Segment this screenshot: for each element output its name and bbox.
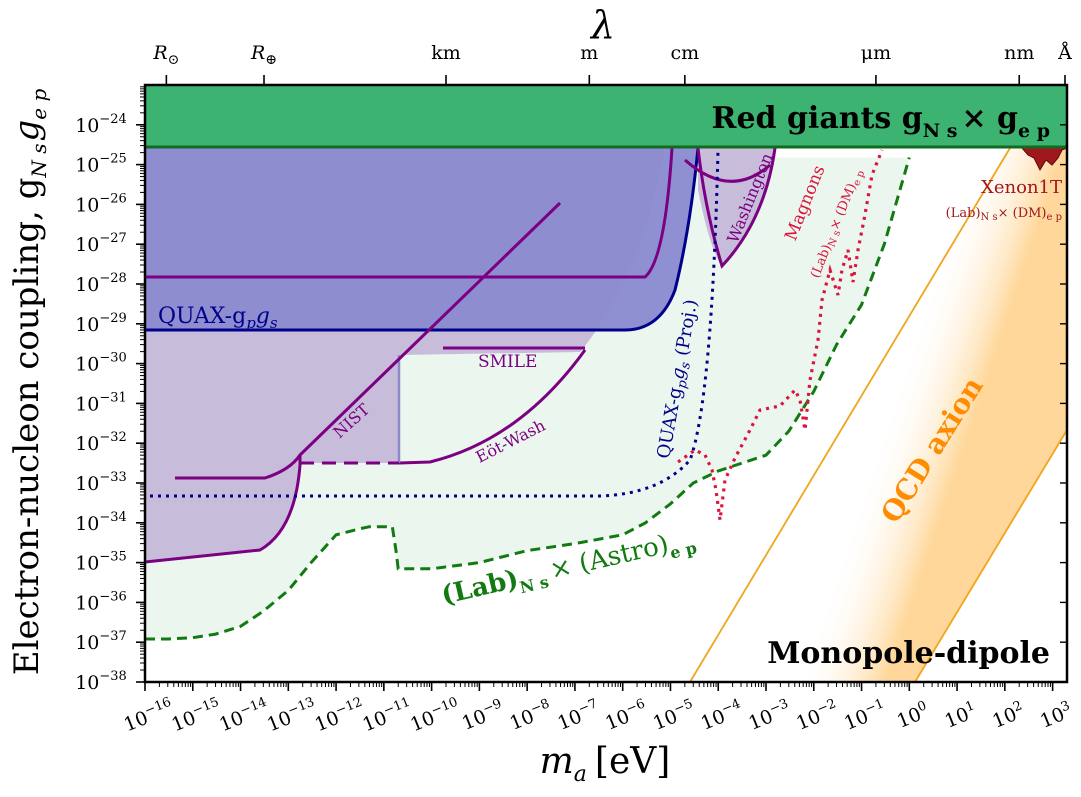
top-axis-title: λ [589, 3, 615, 47]
y-axis-title: Electron-nucleon coupling, gN sge p [7, 89, 51, 676]
xenon1t-sublabel: (Lab)N s× (DM)e p [946, 206, 1062, 223]
purple-horizontal [145, 147, 674, 279]
x-tick-label: 10−2 [793, 696, 842, 734]
x-tick-label: 100 [893, 698, 932, 732]
x-tick-label: 10−10 [407, 695, 464, 737]
y-tick-label: 10−31 [75, 390, 127, 415]
y-tick-label: 10−35 [75, 550, 127, 575]
x-tick-label: 10−4 [697, 696, 746, 734]
quax-region [145, 148, 698, 330]
plot-area [145, 85, 1067, 682]
qcd-axion-edge-left [689, 147, 1011, 682]
x-tick-label: 10−3 [745, 696, 794, 734]
top-tick-label: Å [1057, 42, 1072, 64]
smile-label: SMILE [478, 352, 537, 372]
xenon1t-label: Xenon1T [981, 177, 1062, 198]
low-mass-line [145, 455, 302, 564]
y-tick-label: 10−38 [75, 669, 127, 694]
quax-edge [145, 147, 700, 332]
x-tick-label: 101 [941, 698, 980, 732]
y-tick-label: 10−32 [75, 430, 127, 455]
y-tick-label: 10−29 [75, 311, 127, 336]
x-axis-title: ma [eV] [540, 741, 671, 787]
xenon1t-shape [1020, 147, 1067, 172]
quax-proj-line [150, 149, 720, 498]
y-tick-label: 10−27 [75, 231, 127, 256]
y-tick-label: 10−24 [75, 112, 127, 137]
red-giants-band [145, 85, 1067, 147]
y-tick-label: 10−34 [75, 510, 127, 535]
y-axis: 10−24 10−25 10−26 10−27 10−28 10−29 10−30 10−31… [75, 86, 1067, 694]
y-tick-label: 10−33 [75, 470, 127, 495]
top-tick-label: μm [861, 42, 891, 64]
washington-line [696, 147, 777, 269]
x-tick-label: 102 [989, 698, 1028, 732]
top-tick-label: cm [671, 42, 700, 64]
washington-inner [684, 158, 771, 183]
quax-label: QUAX-gpgs [158, 304, 278, 332]
top-tick-label: nm [1004, 42, 1034, 64]
y-tick-label: 10−36 [75, 589, 127, 614]
top-axis: R⊙ R⊕ km m cm μm nm Å [152, 42, 1072, 85]
x-tick-label: 10−6 [601, 696, 650, 734]
qcd-axion-band [690, 148, 1067, 682]
y-tick-label: 10−30 [75, 351, 127, 376]
qcd-axion-edge-right [914, 429, 1067, 682]
top-tick-label: m [580, 42, 598, 64]
x-tick-label: 10−7 [554, 696, 603, 734]
x-tick-label: 103 [1036, 698, 1075, 732]
corner-label: Monopole-dipole [767, 636, 1050, 671]
x-tick-label: 10−5 [649, 696, 698, 734]
top-tick-label: R⊕ [250, 42, 277, 68]
x-tick-label: 10−8 [506, 696, 555, 734]
x-tick-label: 10−1 [840, 696, 889, 734]
top-tick-label: km [431, 42, 461, 64]
plot-frame [143, 83, 1069, 684]
lab-astro-line [145, 157, 911, 641]
y-tick-label: 10−28 [75, 271, 127, 296]
magnons-line [677, 149, 884, 521]
eot-wash-line [398, 349, 587, 465]
y-tick-label: 10−25 [75, 152, 127, 177]
red-giants-label: Red giants gN s × ge p [712, 101, 1050, 142]
x-tick-label: 10−9 [458, 696, 507, 734]
top-tick-label: R⊙ [152, 42, 179, 68]
y-tick-label: 10−37 [75, 629, 127, 654]
y-tick-label: 10−26 [75, 191, 127, 216]
